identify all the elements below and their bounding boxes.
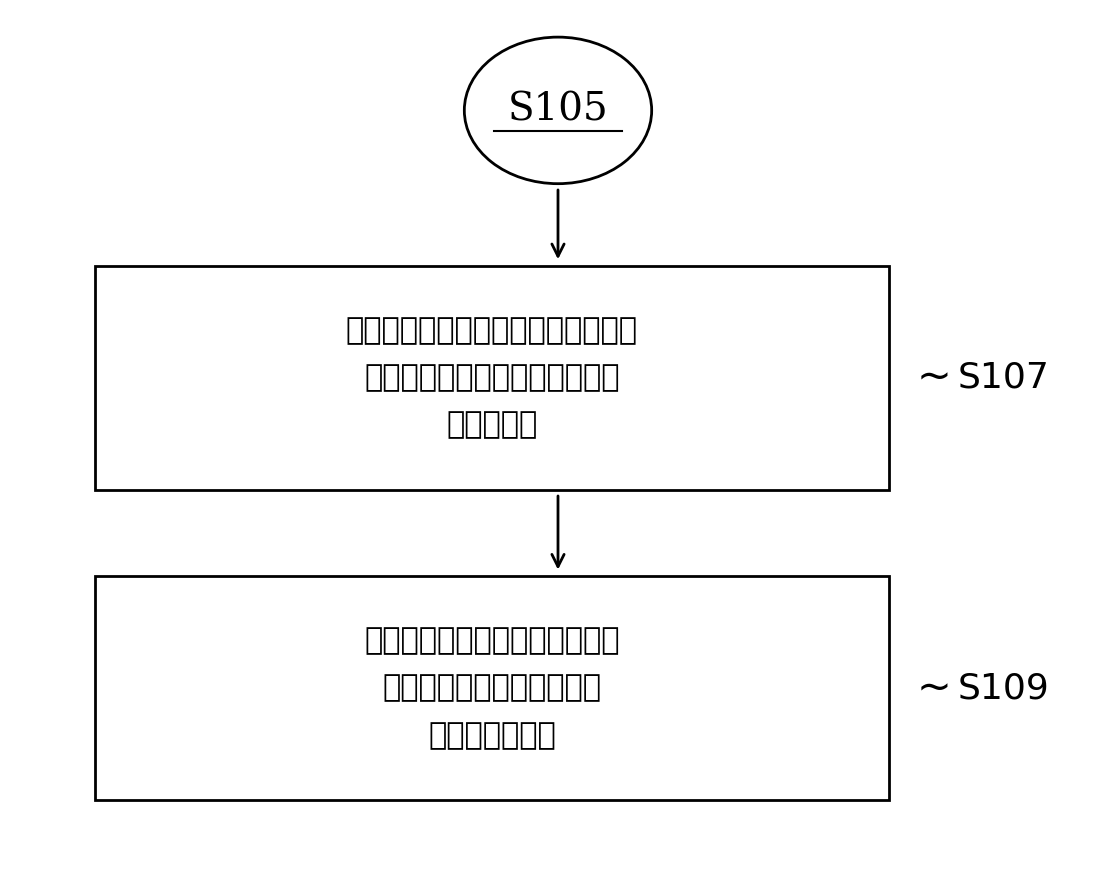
Text: 对系统信噪比结果进行曲线拟合
运算，以藉此获得修正后的
系统信噪比结果: 对系统信噪比结果进行曲线拟合 运算，以藉此获得修正后的 系统信噪比结果 xyxy=(364,626,619,750)
Text: S107: S107 xyxy=(958,361,1050,395)
Text: S105: S105 xyxy=(508,92,608,129)
FancyBboxPatch shape xyxy=(95,576,888,800)
Text: ~: ~ xyxy=(916,667,951,709)
Text: ~: ~ xyxy=(916,357,951,399)
FancyBboxPatch shape xyxy=(95,265,888,490)
Text: S109: S109 xyxy=(958,671,1050,705)
Text: 利用滤波器来对系统信噪比结果进行
滤波运算，以获得滤波后的系统
信噪比结果: 利用滤波器来对系统信噪比结果进行 滤波运算，以获得滤波后的系统 信噪比结果 xyxy=(346,315,638,440)
